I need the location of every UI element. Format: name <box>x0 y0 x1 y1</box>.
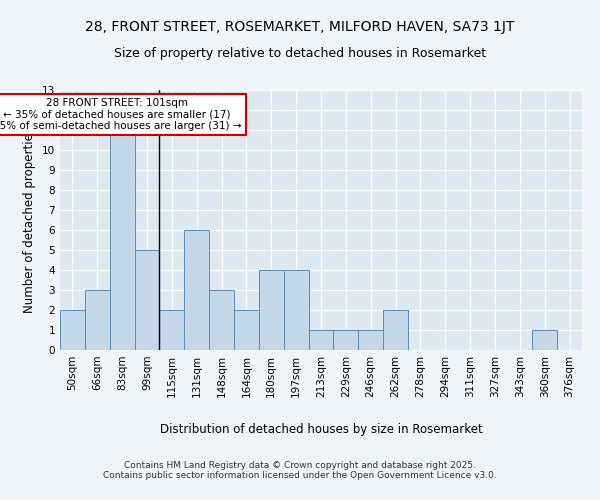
Bar <box>308 330 334 350</box>
Bar <box>259 270 284 350</box>
Y-axis label: Number of detached properties: Number of detached properties <box>23 127 37 313</box>
Bar <box>234 310 259 350</box>
Bar <box>532 330 557 350</box>
Bar <box>60 310 85 350</box>
Bar <box>284 270 308 350</box>
Text: Distribution of detached houses by size in Rosemarket: Distribution of detached houses by size … <box>160 422 482 436</box>
Bar <box>334 330 358 350</box>
Bar <box>209 290 234 350</box>
Text: Contains HM Land Registry data © Crown copyright and database right 2025.
Contai: Contains HM Land Registry data © Crown c… <box>103 460 497 480</box>
Text: 28 FRONT STREET: 101sqm
← 35% of detached houses are smaller (17)
65% of semi-de: 28 FRONT STREET: 101sqm ← 35% of detache… <box>0 98 241 131</box>
Text: Size of property relative to detached houses in Rosemarket: Size of property relative to detached ho… <box>114 48 486 60</box>
Bar <box>85 290 110 350</box>
Bar <box>184 230 209 350</box>
Bar <box>134 250 160 350</box>
Bar <box>358 330 383 350</box>
Bar <box>110 130 134 350</box>
Text: 28, FRONT STREET, ROSEMARKET, MILFORD HAVEN, SA73 1JT: 28, FRONT STREET, ROSEMARKET, MILFORD HA… <box>85 20 515 34</box>
Bar <box>383 310 408 350</box>
Bar <box>160 310 184 350</box>
